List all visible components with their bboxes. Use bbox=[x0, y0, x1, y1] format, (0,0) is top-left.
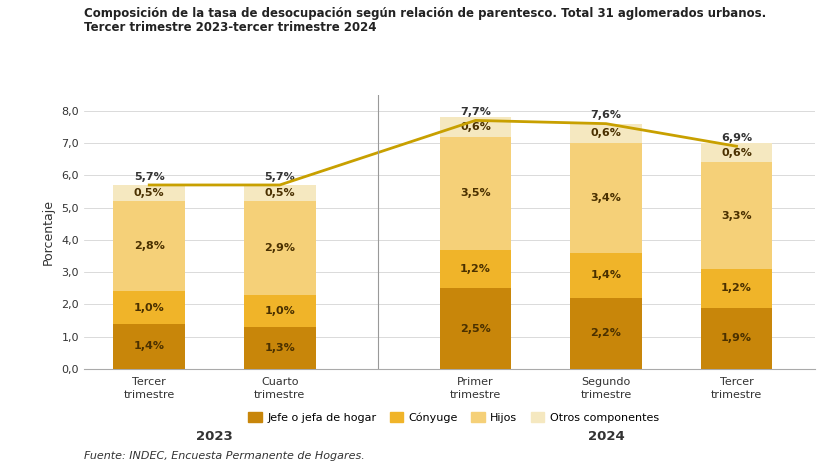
Text: 7,7%: 7,7% bbox=[460, 107, 491, 117]
Text: 5,7%: 5,7% bbox=[134, 172, 165, 182]
Text: Fuente: INDEC, Encuesta Permanente de Hogares.: Fuente: INDEC, Encuesta Permanente de Ho… bbox=[84, 451, 365, 461]
Bar bbox=[701, 162, 773, 269]
Bar bbox=[244, 327, 316, 369]
Bar bbox=[244, 201, 316, 295]
Text: 1,2%: 1,2% bbox=[721, 283, 752, 293]
Text: 1,4%: 1,4% bbox=[591, 271, 622, 280]
Text: 0,6%: 0,6% bbox=[721, 148, 752, 158]
Bar bbox=[439, 137, 512, 250]
Bar bbox=[439, 288, 512, 369]
Text: 2024: 2024 bbox=[588, 430, 624, 443]
Text: 1,9%: 1,9% bbox=[721, 333, 752, 343]
Text: 0,5%: 0,5% bbox=[265, 188, 295, 198]
Bar bbox=[570, 143, 642, 253]
Text: 3,4%: 3,4% bbox=[591, 193, 622, 203]
Text: 1,0%: 1,0% bbox=[134, 303, 165, 313]
Bar bbox=[113, 291, 185, 324]
Bar bbox=[439, 250, 512, 288]
Text: 2,5%: 2,5% bbox=[460, 324, 491, 333]
Text: 5,7%: 5,7% bbox=[265, 172, 295, 182]
Text: 1,2%: 1,2% bbox=[460, 264, 491, 274]
Text: 6,9%: 6,9% bbox=[721, 133, 752, 143]
Bar bbox=[244, 185, 316, 201]
Bar bbox=[570, 253, 642, 298]
Bar bbox=[570, 298, 642, 369]
Bar bbox=[439, 117, 512, 137]
Bar bbox=[701, 143, 773, 162]
Bar bbox=[570, 123, 642, 143]
Text: 0,6%: 0,6% bbox=[460, 122, 491, 132]
Text: 0,5%: 0,5% bbox=[134, 188, 165, 198]
Text: 3,5%: 3,5% bbox=[460, 188, 491, 198]
Bar bbox=[113, 185, 185, 201]
Bar bbox=[113, 201, 185, 291]
Text: 2023: 2023 bbox=[196, 430, 233, 443]
Y-axis label: Porcentaje: Porcentaje bbox=[41, 199, 55, 265]
Text: 1,4%: 1,4% bbox=[134, 342, 165, 351]
Text: 2,2%: 2,2% bbox=[591, 328, 622, 339]
Text: 2,8%: 2,8% bbox=[134, 241, 165, 251]
Text: 2,9%: 2,9% bbox=[265, 243, 295, 253]
Bar bbox=[701, 269, 773, 307]
Text: Tercer trimestre 2023-tercer trimestre 2024: Tercer trimestre 2023-tercer trimestre 2… bbox=[84, 21, 376, 34]
Text: 1,0%: 1,0% bbox=[265, 306, 295, 316]
Bar bbox=[244, 295, 316, 327]
Text: 7,6%: 7,6% bbox=[591, 110, 622, 121]
Legend: Jefe o jefa de hogar, Cónyuge, Hijos, Otros componentes: Jefe o jefa de hogar, Cónyuge, Hijos, Ot… bbox=[244, 408, 664, 427]
Text: 1,3%: 1,3% bbox=[265, 343, 295, 353]
Text: 0,6%: 0,6% bbox=[591, 128, 622, 138]
Text: 3,3%: 3,3% bbox=[722, 210, 752, 220]
Text: Composición de la tasa de desocupación según relación de parentesco. Total 31 ag: Composición de la tasa de desocupación s… bbox=[84, 7, 766, 20]
Bar bbox=[701, 307, 773, 369]
Bar bbox=[113, 324, 185, 369]
